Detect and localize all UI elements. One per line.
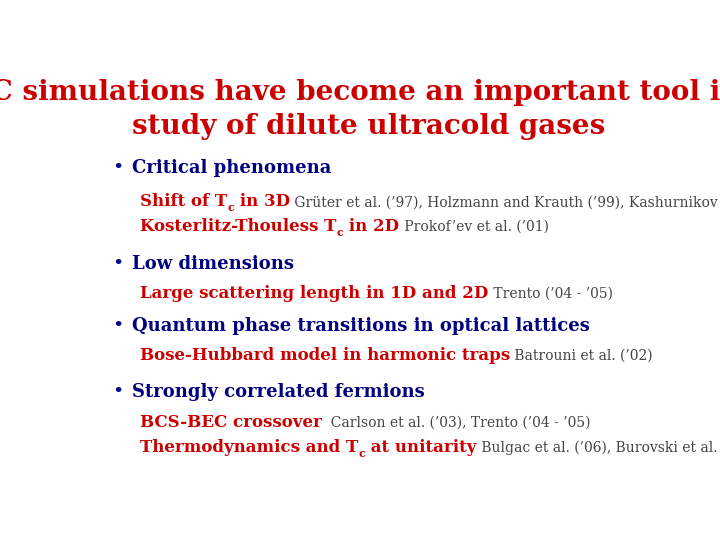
Text: Bulgac et al. (’06), Burovski et al. (’06): Bulgac et al. (’06), Burovski et al. (’0… xyxy=(477,441,720,455)
Text: Shift of T: Shift of T xyxy=(140,193,228,210)
Text: at unitarity: at unitarity xyxy=(365,440,477,456)
Text: •: • xyxy=(112,254,124,273)
Text: c: c xyxy=(359,448,365,460)
Text: Batrouni et al. (’02): Batrouni et al. (’02) xyxy=(510,349,653,363)
Text: c: c xyxy=(228,202,234,213)
Text: Large scattering length in 1D and 2D: Large scattering length in 1D and 2D xyxy=(140,285,489,302)
Text: in 3D: in 3D xyxy=(234,193,290,210)
Text: Carlson et al. (’03), Trento (’04 - ’05): Carlson et al. (’03), Trento (’04 - ’05) xyxy=(322,416,590,429)
Text: Trento (’04 - ’05): Trento (’04 - ’05) xyxy=(489,287,613,301)
Text: BCS-BEC crossover: BCS-BEC crossover xyxy=(140,414,322,430)
Text: c: c xyxy=(336,227,343,238)
Text: Quantum phase transitions in optical lattices: Quantum phase transitions in optical lat… xyxy=(132,317,590,335)
Text: Prokof’ev et al. (’01): Prokof’ev et al. (’01) xyxy=(400,220,549,234)
Text: Bose-Hubbard model in harmonic traps: Bose-Hubbard model in harmonic traps xyxy=(140,347,510,364)
Text: in 2D: in 2D xyxy=(343,218,400,235)
Text: Kosterlitz-Thouless T: Kosterlitz-Thouless T xyxy=(140,218,336,235)
Text: Grüter et al. (’97), Holzmann and Krauth (’99), Kashurnikov et al. (’01): Grüter et al. (’97), Holzmann and Krauth… xyxy=(290,195,720,209)
Text: Low dimensions: Low dimensions xyxy=(132,254,294,273)
Text: Critical phenomena: Critical phenomena xyxy=(132,159,331,177)
Text: Thermodynamics and T: Thermodynamics and T xyxy=(140,440,359,456)
Text: QMC simulations have become an important tool in the
study of dilute ultracold g: QMC simulations have become an important… xyxy=(0,79,720,140)
Text: •: • xyxy=(112,317,124,335)
Text: Strongly correlated fermions: Strongly correlated fermions xyxy=(132,383,425,401)
Text: •: • xyxy=(112,159,124,177)
Text: •: • xyxy=(112,383,124,401)
